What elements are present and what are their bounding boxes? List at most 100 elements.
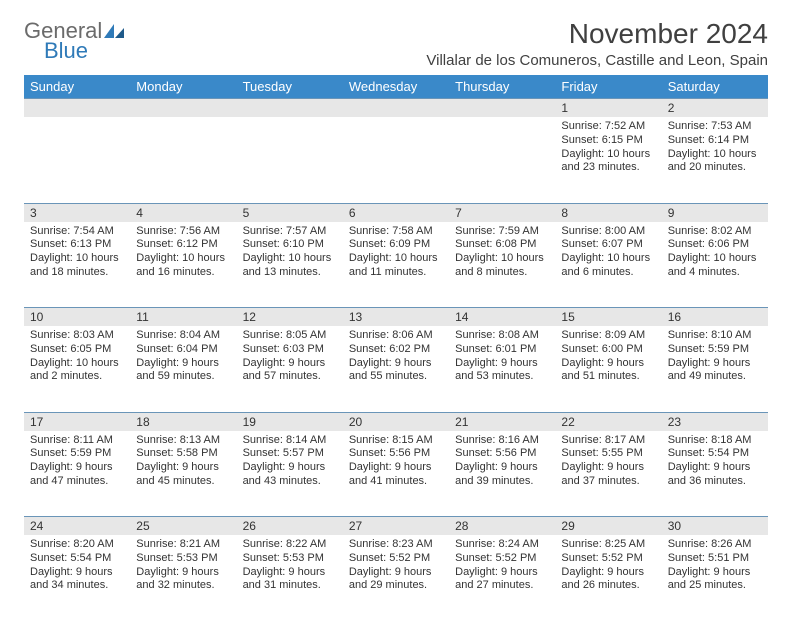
sunset-text: Sunset: 5:54 PM	[30, 552, 124, 566]
day-number: 22	[555, 412, 661, 431]
daylight-text: Daylight: 10 hours and 16 minutes.	[136, 252, 230, 280]
day-number: 30	[662, 517, 768, 536]
day-number: 1	[555, 99, 661, 118]
sunrise-text: Sunrise: 8:08 AM	[455, 329, 549, 343]
day-number: 18	[130, 412, 236, 431]
day-number: 20	[343, 412, 449, 431]
day-cell: Sunrise: 8:03 AMSunset: 6:05 PMDaylight:…	[24, 326, 130, 412]
sunrise-text: Sunrise: 8:10 AM	[668, 329, 762, 343]
day-number-row: 24252627282930	[24, 517, 768, 536]
sunrise-text: Sunrise: 7:57 AM	[243, 225, 337, 239]
day-cell: Sunrise: 8:16 AMSunset: 5:56 PMDaylight:…	[449, 431, 555, 517]
sunrise-text: Sunrise: 8:05 AM	[243, 329, 337, 343]
sunset-text: Sunset: 6:07 PM	[561, 238, 655, 252]
sunset-text: Sunset: 6:01 PM	[455, 343, 549, 357]
daylight-text: Daylight: 9 hours and 26 minutes.	[561, 566, 655, 594]
sunset-text: Sunset: 6:00 PM	[561, 343, 655, 357]
sunrise-text: Sunrise: 7:56 AM	[136, 225, 230, 239]
logo-text-blue: Blue	[44, 38, 126, 64]
daylight-text: Daylight: 9 hours and 34 minutes.	[30, 566, 124, 594]
day-cell: Sunrise: 8:17 AMSunset: 5:55 PMDaylight:…	[555, 431, 661, 517]
weekday-header: Tuesday	[237, 75, 343, 99]
sunrise-text: Sunrise: 8:23 AM	[349, 538, 443, 552]
sunrise-text: Sunrise: 8:25 AM	[561, 538, 655, 552]
day-cell: Sunrise: 8:08 AMSunset: 6:01 PMDaylight:…	[449, 326, 555, 412]
sunrise-text: Sunrise: 8:16 AM	[455, 434, 549, 448]
sunrise-text: Sunrise: 8:15 AM	[349, 434, 443, 448]
sunrise-text: Sunrise: 8:20 AM	[30, 538, 124, 552]
daylight-text: Daylight: 10 hours and 2 minutes.	[30, 357, 124, 385]
sunset-text: Sunset: 5:57 PM	[243, 447, 337, 461]
day-cell: Sunrise: 7:52 AMSunset: 6:15 PMDaylight:…	[555, 117, 661, 203]
sunset-text: Sunset: 5:59 PM	[30, 447, 124, 461]
day-cell: Sunrise: 8:14 AMSunset: 5:57 PMDaylight:…	[237, 431, 343, 517]
day-cell: Sunrise: 7:53 AMSunset: 6:14 PMDaylight:…	[662, 117, 768, 203]
day-cell: Sunrise: 8:25 AMSunset: 5:52 PMDaylight:…	[555, 535, 661, 621]
day-number: 15	[555, 308, 661, 327]
daylight-text: Daylight: 10 hours and 23 minutes.	[561, 148, 655, 176]
sunrise-text: Sunrise: 8:04 AM	[136, 329, 230, 343]
day-number: 9	[662, 203, 768, 222]
day-cell: Sunrise: 8:21 AMSunset: 5:53 PMDaylight:…	[130, 535, 236, 621]
sunset-text: Sunset: 5:56 PM	[455, 447, 549, 461]
sunrise-text: Sunrise: 7:52 AM	[561, 120, 655, 134]
sunset-text: Sunset: 5:51 PM	[668, 552, 762, 566]
day-cell: Sunrise: 8:10 AMSunset: 5:59 PMDaylight:…	[662, 326, 768, 412]
location: Villalar de los Comuneros, Castille and …	[426, 52, 768, 69]
day-number: 14	[449, 308, 555, 327]
day-cell: Sunrise: 8:15 AMSunset: 5:56 PMDaylight:…	[343, 431, 449, 517]
month-title: November 2024	[426, 18, 768, 50]
day-number-row: 3456789	[24, 203, 768, 222]
daylight-text: Daylight: 9 hours and 57 minutes.	[243, 357, 337, 385]
sunset-text: Sunset: 5:54 PM	[668, 447, 762, 461]
day-number: 4	[130, 203, 236, 222]
day-number: 11	[130, 308, 236, 327]
day-number: 5	[237, 203, 343, 222]
day-number: 10	[24, 308, 130, 327]
daylight-text: Daylight: 9 hours and 32 minutes.	[136, 566, 230, 594]
day-cell: Sunrise: 8:26 AMSunset: 5:51 PMDaylight:…	[662, 535, 768, 621]
day-cell: Sunrise: 8:18 AMSunset: 5:54 PMDaylight:…	[662, 431, 768, 517]
day-content-row: Sunrise: 8:03 AMSunset: 6:05 PMDaylight:…	[24, 326, 768, 412]
day-number: 19	[237, 412, 343, 431]
day-number: 3	[24, 203, 130, 222]
weekday-header: Sunday	[24, 75, 130, 99]
day-cell: Sunrise: 8:20 AMSunset: 5:54 PMDaylight:…	[24, 535, 130, 621]
daylight-text: Daylight: 9 hours and 59 minutes.	[136, 357, 230, 385]
day-cell	[237, 117, 343, 203]
sunrise-text: Sunrise: 8:09 AM	[561, 329, 655, 343]
calendar-table: Sunday Monday Tuesday Wednesday Thursday…	[24, 75, 768, 621]
sunset-text: Sunset: 6:10 PM	[243, 238, 337, 252]
sunset-text: Sunset: 6:06 PM	[668, 238, 762, 252]
sunset-text: Sunset: 5:52 PM	[561, 552, 655, 566]
daylight-text: Daylight: 9 hours and 36 minutes.	[668, 461, 762, 489]
title-block: November 2024 Villalar de los Comuneros,…	[426, 18, 768, 69]
day-cell: Sunrise: 8:23 AMSunset: 5:52 PMDaylight:…	[343, 535, 449, 621]
sunrise-text: Sunrise: 7:59 AM	[455, 225, 549, 239]
day-content-row: Sunrise: 8:20 AMSunset: 5:54 PMDaylight:…	[24, 535, 768, 621]
sunset-text: Sunset: 5:59 PM	[668, 343, 762, 357]
day-number: 13	[343, 308, 449, 327]
day-number: 27	[343, 517, 449, 536]
day-number: 7	[449, 203, 555, 222]
sunset-text: Sunset: 6:13 PM	[30, 238, 124, 252]
sunset-text: Sunset: 6:03 PM	[243, 343, 337, 357]
day-content-row: Sunrise: 8:11 AMSunset: 5:59 PMDaylight:…	[24, 431, 768, 517]
daylight-text: Daylight: 9 hours and 29 minutes.	[349, 566, 443, 594]
day-number: 21	[449, 412, 555, 431]
sunset-text: Sunset: 6:04 PM	[136, 343, 230, 357]
sunset-text: Sunset: 6:12 PM	[136, 238, 230, 252]
sunset-text: Sunset: 5:53 PM	[243, 552, 337, 566]
daylight-text: Daylight: 10 hours and 6 minutes.	[561, 252, 655, 280]
day-cell: Sunrise: 7:56 AMSunset: 6:12 PMDaylight:…	[130, 222, 236, 308]
daylight-text: Daylight: 10 hours and 4 minutes.	[668, 252, 762, 280]
sunrise-text: Sunrise: 7:58 AM	[349, 225, 443, 239]
weekday-header: Friday	[555, 75, 661, 99]
header: General Blue November 2024 Villalar de l…	[24, 18, 768, 69]
day-number: 25	[130, 517, 236, 536]
sunset-text: Sunset: 6:09 PM	[349, 238, 443, 252]
day-number: 16	[662, 308, 768, 327]
day-number: 26	[237, 517, 343, 536]
sunrise-text: Sunrise: 8:26 AM	[668, 538, 762, 552]
sunset-text: Sunset: 5:55 PM	[561, 447, 655, 461]
